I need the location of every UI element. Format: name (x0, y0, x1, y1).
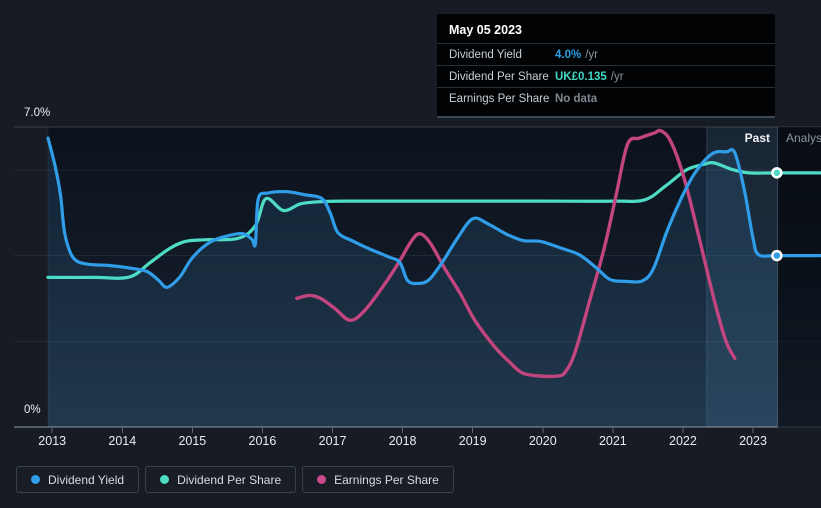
tooltip-value: 4.0% (555, 48, 582, 61)
tooltip-label: Dividend Per Share (449, 70, 549, 83)
tooltip-row-earnings-per-share: Earnings Per Share No data (437, 87, 775, 109)
x-axis: 2013 2014 2015 2016 2017 2018 2019 2020 2021 2022… (14, 426, 821, 448)
x-tick-label: 2020 (529, 434, 557, 448)
dividend-yield-line (46, 136, 821, 289)
x-tick-label: 2023 (739, 434, 767, 448)
past-region-label: Past (744, 131, 770, 145)
dividend-per-share-marker[interactable] (771, 167, 783, 179)
tooltip-label: Dividend Yield (449, 48, 522, 61)
dividend-per-share-dot-icon (160, 475, 170, 484)
x-tick-label: 2019 (459, 434, 487, 448)
earnings-per-share-dot-icon (317, 475, 327, 484)
legend-label: Earnings Per Share (334, 472, 439, 487)
legend-item-earnings-per-share[interactable]: Earnings Per Share (302, 466, 454, 493)
legend-item-dividend-yield[interactable]: Dividend Yield (16, 466, 140, 493)
legend-label: Dividend Yield (48, 472, 125, 487)
legend: Dividend Yield Dividend Per Share Earnin… (16, 466, 454, 493)
tooltip-unit: /yr (610, 70, 624, 83)
x-tick-label: 2015 (178, 434, 206, 448)
dividend-yield-dot-icon (31, 475, 40, 484)
tooltip-label: Earnings Per Share (449, 92, 550, 105)
plot-area[interactable] (48, 127, 821, 427)
analysts-region-label: Analysts (786, 131, 821, 145)
x-tick-label: 2017 (319, 434, 347, 448)
y-axis-label-top: 7.0% (24, 107, 51, 119)
tooltip-date: May 05 2023 (449, 23, 522, 37)
x-tick-label: 2021 (599, 434, 627, 448)
tooltip-value: UK£0.135 (555, 70, 607, 83)
tooltip-row-dividend-per-share: Dividend Per Share UK£0.135 /yr (437, 65, 775, 87)
tooltip-row-dividend-yield: Dividend Yield 4.0% /yr (437, 43, 775, 65)
tooltip-value: No data (555, 92, 598, 105)
x-tick-label: 2014 (108, 434, 136, 448)
dividend-per-share-line (46, 161, 821, 280)
analysts-region (777, 127, 821, 427)
dividend-yield-marker[interactable] (771, 249, 783, 262)
y-axis-label-bottom: 0% (24, 404, 41, 416)
x-tick-label: 2018 (389, 434, 417, 448)
earnings-per-share-line (295, 128, 737, 379)
legend-item-dividend-per-share[interactable]: Dividend Per Share (145, 466, 297, 493)
x-tick-label: 2013 (38, 434, 66, 448)
dividend-yield-area (48, 138, 778, 427)
chart-tooltip: May 05 2023 Dividend Yield 4.0% /yr Divi… (437, 14, 775, 118)
x-tick-label: 2016 (249, 434, 277, 448)
x-tick-label: 2022 (669, 434, 697, 448)
tooltip-unit: /yr (585, 48, 598, 61)
legend-label: Dividend Per Share (177, 472, 282, 487)
